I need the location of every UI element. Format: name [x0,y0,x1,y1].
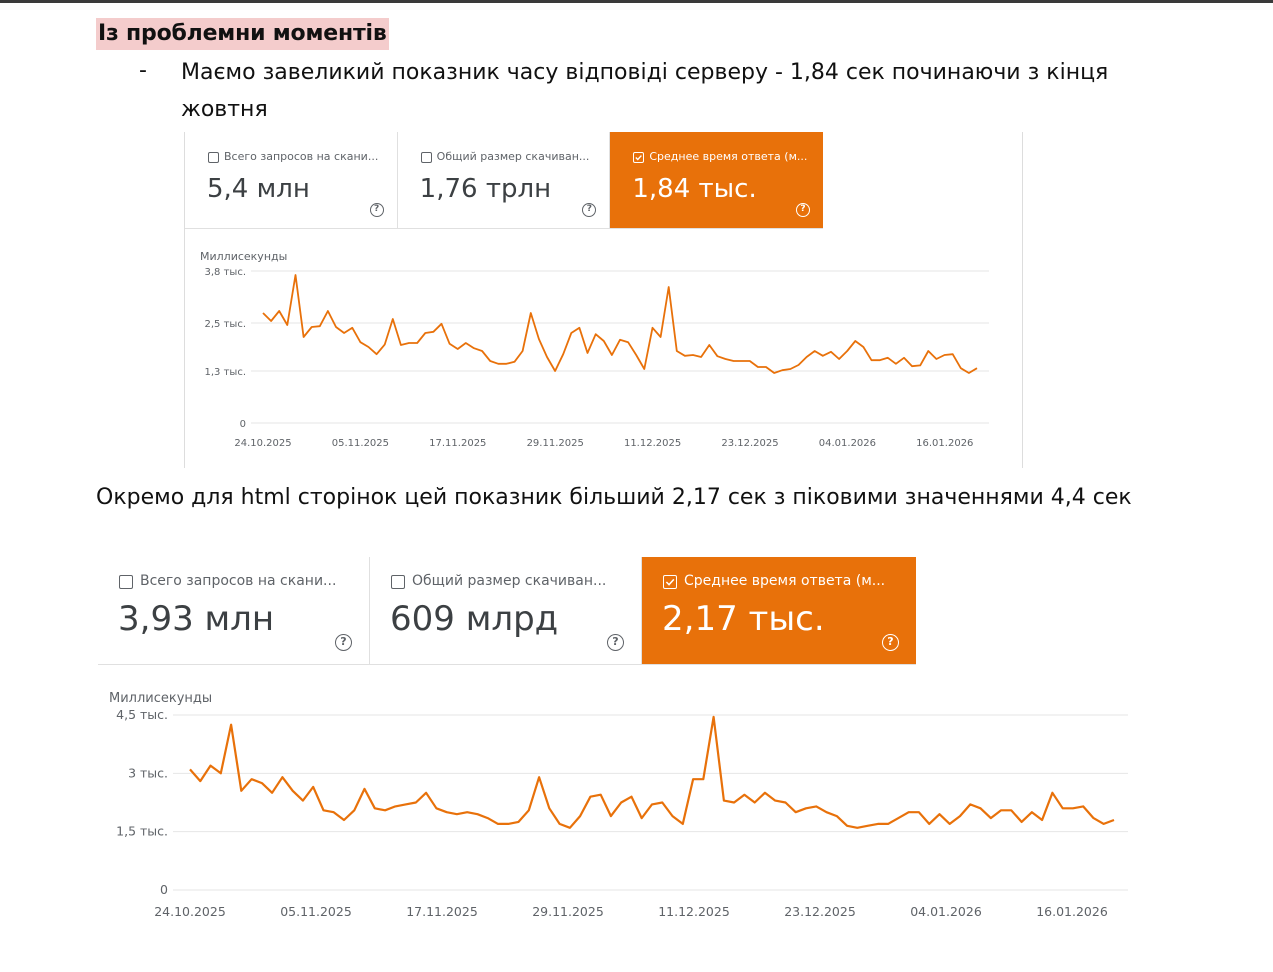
x-tick-label: 05.11.2025 [332,438,389,449]
tile-label: Среднее время ответа (м... [684,573,886,589]
x-tick-label: 17.11.2025 [429,438,486,449]
screenshot-2-embedded-report: Всего запросов на скани... 3,93 млн ? Об… [98,557,1168,957]
help-icon[interactable]: ? [369,203,384,217]
y-axis-title: Миллисекунды [200,250,287,263]
screenshot-1-embedded-report: Всего запросов на скани... 5,4 млн ? Общ… [184,132,1023,468]
tile-total-requests[interactable]: Всего запросов на скани... 5,4 млн ? [185,132,398,228]
section-heading: Із проблемни моментів [96,18,389,50]
help-icon[interactable]: ? [607,634,624,651]
x-tick-label: 11.12.2025 [658,904,730,919]
x-tick-label: 05.11.2025 [280,904,352,919]
y-tick-label: 3,8 тыс. [205,267,246,278]
checkbox-checked-icon[interactable] [663,575,677,589]
metric-tiles: Всего запросов на скани... 3,93 млн ? Об… [98,557,916,665]
paragraph-html-pages: Окремо для html сторінок цей показник бі… [96,485,1132,510]
tile-label: Общий размер скачиван... [412,573,607,589]
series-line [262,274,978,374]
response-time-chart-1: Миллисекунды 3,8 тыс. 2,5 тыс. 1,3 тыс. 0 24.… [200,250,989,449]
y-tick-label: 2,5 тыс. [205,319,246,330]
tile-label: Всего запросов на скани... [224,150,379,163]
tile-total-requests[interactable]: Всего запросов на скани... 3,93 млн ? [98,557,370,664]
help-icon[interactable]: ? [335,634,352,651]
checkbox-unchecked-icon[interactable] [420,152,432,163]
y-tick-label: 4,5 тыс. [116,707,168,722]
tile-avg-response-time[interactable]: Среднее время ответа (м... 2,17 тыс. ? [642,557,916,664]
tile-avg-response-time[interactable]: Среднее время ответа (м... 1,84 тыс. ? [610,132,824,228]
tile-label: Среднее время ответа (м... [649,150,808,163]
bullet-text: Маємо завеликий показник часу відповіді … [181,60,1109,122]
tile-value: 2,17 тыс. [662,599,825,639]
tile-label: Общий размер скачиван... [436,150,590,163]
help-icon[interactable]: ? [796,203,811,217]
x-tick-label: 23.12.2025 [721,438,778,449]
x-tick-label: 16.01.2026 [916,438,973,449]
tile-value: 1,76 трлн [419,174,552,204]
y-tick-label: 3 тыс. [128,765,168,780]
checkbox-unchecked-icon[interactable] [208,152,219,163]
tile-label: Всего запросов на скани... [140,573,337,589]
checkbox-unchecked-icon[interactable] [119,575,133,589]
tile-value: 609 млрд [390,599,559,639]
help-icon[interactable]: ? [882,634,899,651]
top-rule [0,0,1273,3]
x-tick-label: 11.12.2025 [624,438,681,449]
tile-total-download-size[interactable]: Общий размер скачиван... 1,76 трлн ? [398,132,611,228]
checkbox-checked-icon[interactable] [633,152,645,163]
checkbox-unchecked-icon[interactable] [391,575,405,589]
x-tick-label: 23.12.2025 [784,904,856,919]
y-tick-label: 1,3 тыс. [205,367,246,378]
y-tick-label: 0 [160,882,168,897]
y-tick-label: 0 [240,419,246,430]
tile-value: 3,93 млн [118,599,275,639]
tile-value: 5,4 млн [207,174,310,204]
y-tick-label: 1,5 тыс. [116,824,168,839]
metric-tiles: Всего запросов на скани... 5,4 млн ? Общ… [185,132,824,229]
series-line [189,715,1115,829]
tile-value: 1,84 тыс. [632,174,757,204]
bullet-marker: - [139,58,147,83]
x-tick-label: 04.01.2026 [910,904,982,919]
tile-total-download-size[interactable]: Общий размер скачиван... 609 млрд ? [370,557,642,664]
help-icon[interactable]: ? [582,203,597,217]
x-tick-label: 04.01.2026 [819,438,876,449]
x-tick-label: 24.10.2025 [234,438,291,449]
y-axis-title: Миллисекунды [109,691,212,706]
x-tick-label: 17.11.2025 [406,904,478,919]
x-tick-label: 29.11.2025 [532,904,604,919]
x-tick-label: 29.11.2025 [527,438,584,449]
x-tick-label: 24.10.2025 [154,904,226,919]
x-tick-label: 16.01.2026 [1036,904,1108,919]
